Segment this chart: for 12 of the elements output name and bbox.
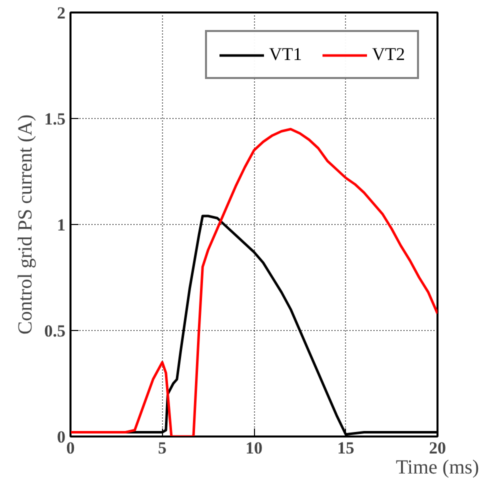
y-tick-label: 0.5 [44,322,66,340]
y-tick-label: 2 [57,4,66,22]
legend-label: VT2 [372,44,405,65]
x-tick-label: 5 [158,438,166,458]
x-tick-label: 15 [337,438,354,458]
x-tick-label: 10 [246,438,262,458]
y-axis-title: Control grid PS current (A) [14,114,36,334]
x-axis-title: Time (ms) [396,456,480,478]
x-tick-label: 20 [429,438,446,458]
y-tick-label: 1.5 [44,110,66,128]
legend-label: VT1 [269,44,302,65]
y-tick-label: 1 [57,216,66,234]
